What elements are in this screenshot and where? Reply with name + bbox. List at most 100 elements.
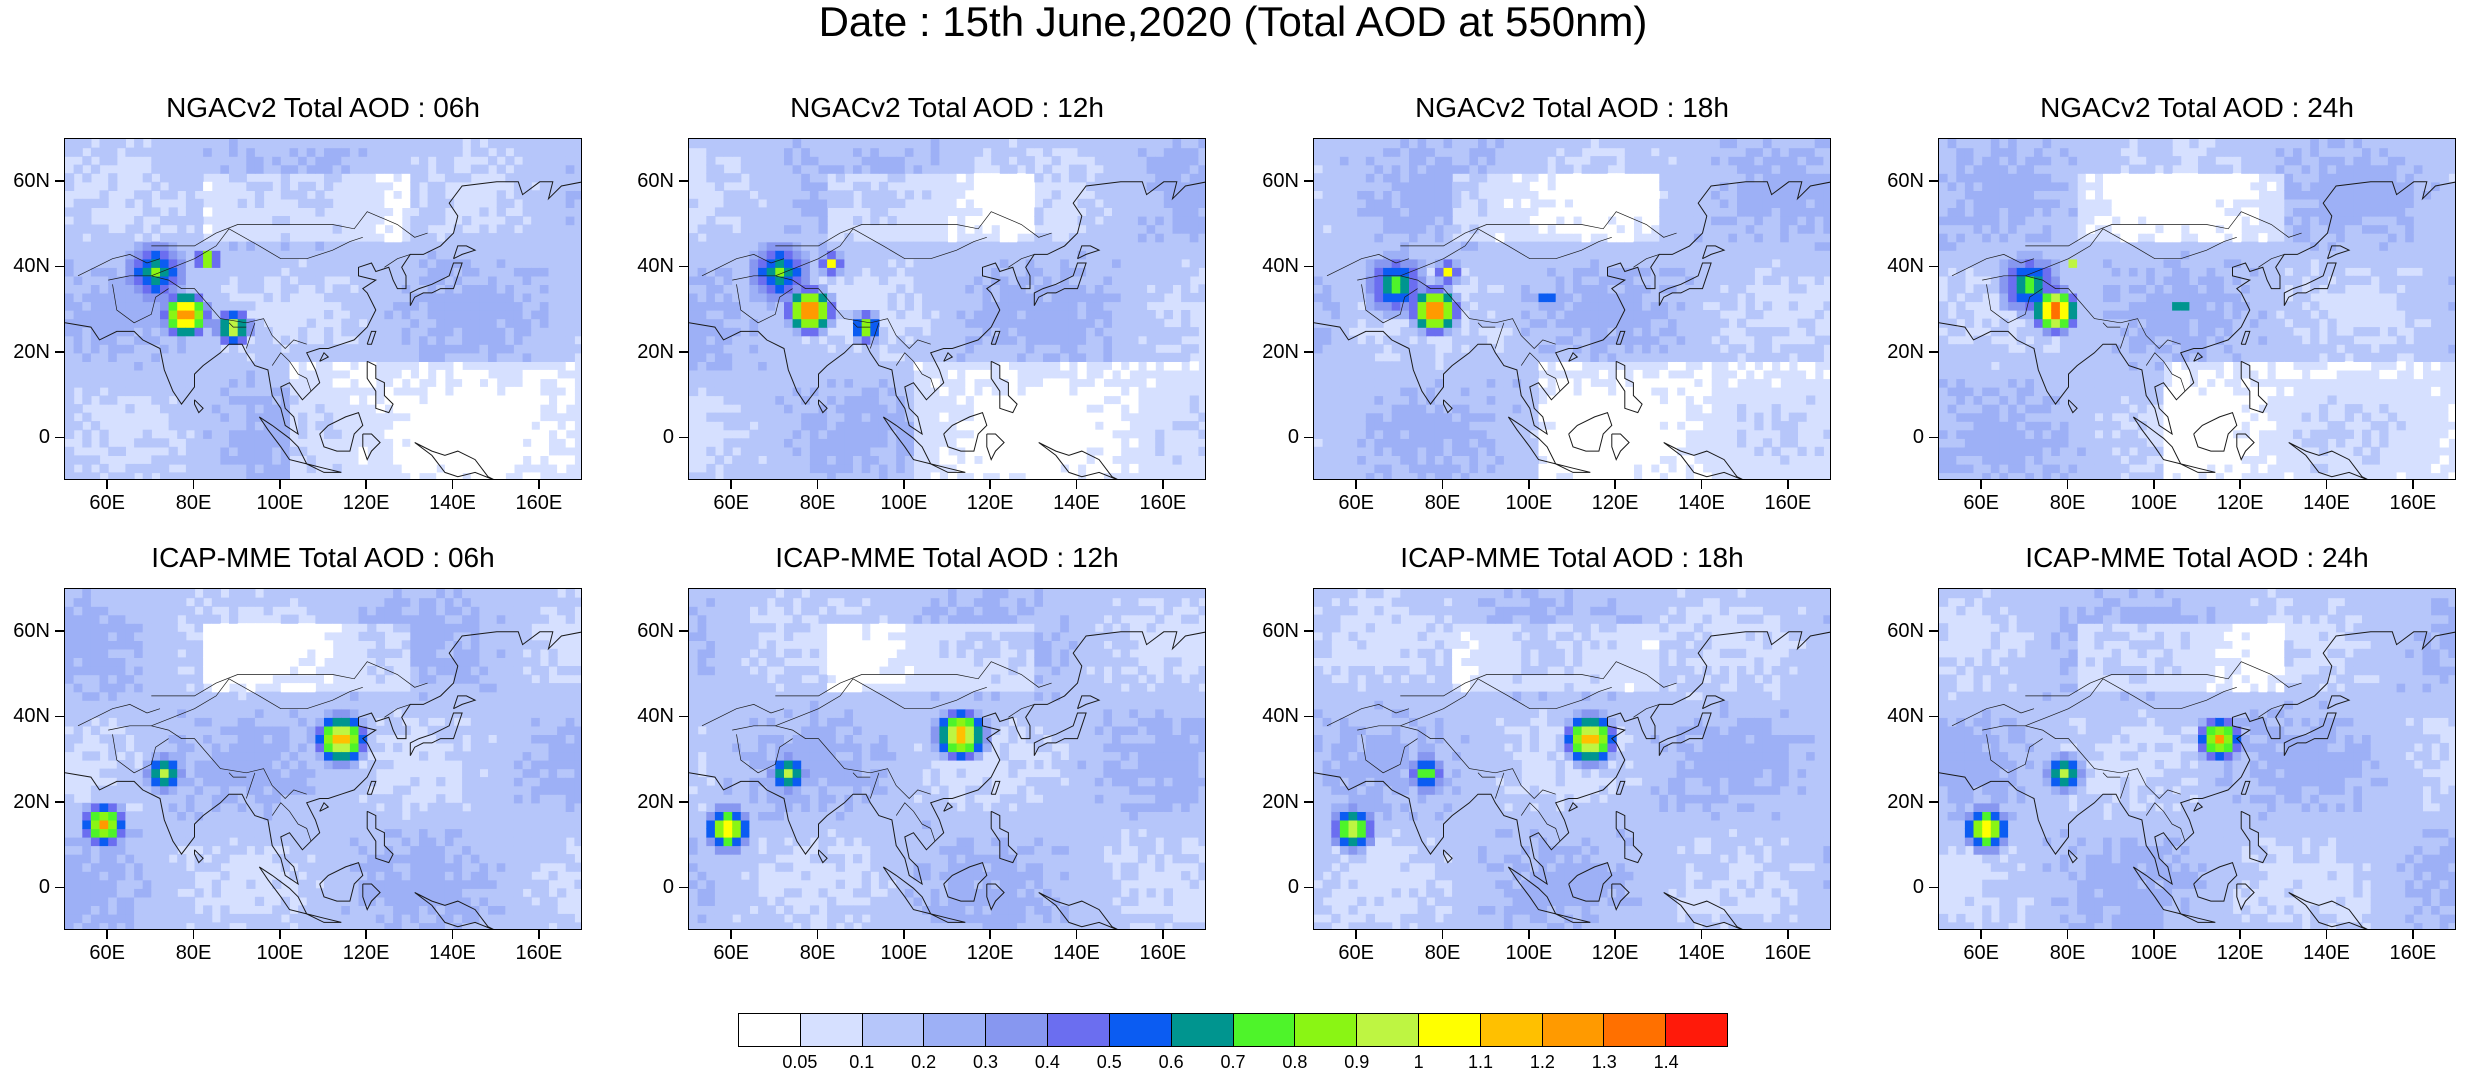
- longitude-tick: [2326, 930, 2328, 939]
- longitude-label: 160E: [1753, 942, 1823, 964]
- longitude-tick: [1614, 480, 1616, 489]
- longitude-tick: [1076, 930, 1078, 939]
- latitude-tick: [1929, 887, 1938, 889]
- longitude-label: 100E: [245, 492, 315, 514]
- map-panel: [64, 138, 582, 480]
- aod-map: [65, 139, 582, 480]
- longitude-tick: [903, 930, 905, 939]
- colorbar-swatch: [986, 1014, 1048, 1046]
- latitude-tick: [679, 437, 688, 439]
- longitude-tick: [538, 930, 540, 939]
- latitude-label: 0: [0, 426, 50, 448]
- latitude-tick: [1929, 351, 1938, 353]
- longitude-label: 120E: [955, 942, 1025, 964]
- longitude-tick: [989, 930, 991, 939]
- longitude-label: 100E: [245, 942, 315, 964]
- latitude-tick: [1929, 180, 1938, 182]
- colorbar-swatch: [1543, 1014, 1605, 1046]
- longitude-label: 80E: [1408, 942, 1478, 964]
- longitude-label: 160E: [504, 942, 574, 964]
- longitude-tick: [1442, 480, 1444, 489]
- longitude-label: 80E: [2033, 492, 2103, 514]
- latitude-label: 20N: [0, 341, 50, 363]
- colorbar-label: 0.2: [894, 1052, 954, 1073]
- longitude-label: 60E: [1321, 492, 1391, 514]
- panel-title: ICAP-MME Total AOD : 24h: [1937, 543, 2457, 573]
- colorbar-swatch: [863, 1014, 925, 1046]
- latitude-tick: [55, 180, 64, 182]
- colorbar-swatch: [1481, 1014, 1543, 1046]
- longitude-label: 160E: [1753, 492, 1823, 514]
- colorbar-label: 0.5: [1079, 1052, 1139, 1073]
- longitude-label: 80E: [159, 492, 229, 514]
- longitude-label: 100E: [1494, 492, 1564, 514]
- latitude-label: 20N: [1864, 791, 1924, 813]
- longitude-tick: [1162, 480, 1164, 489]
- longitude-label: 100E: [2119, 492, 2189, 514]
- latitude-label: 20N: [0, 791, 50, 813]
- latitude-label: 0: [614, 426, 674, 448]
- longitude-label: 160E: [1128, 942, 1198, 964]
- longitude-tick: [1162, 930, 1164, 939]
- latitude-tick: [1929, 801, 1938, 803]
- colorbar-swatch: [1419, 1014, 1481, 1046]
- longitude-label: 100E: [1494, 942, 1564, 964]
- longitude-tick: [903, 480, 905, 489]
- colorbar-swatch: [1172, 1014, 1234, 1046]
- latitude-label: 40N: [614, 255, 674, 277]
- longitude-label: 60E: [72, 492, 142, 514]
- longitude-label: 120E: [331, 492, 401, 514]
- latitude-label: 40N: [1864, 705, 1924, 727]
- aod-map: [1939, 589, 2456, 930]
- latitude-label: 20N: [614, 791, 674, 813]
- colorbar-label: 0.6: [1141, 1052, 1201, 1073]
- longitude-tick: [2153, 930, 2155, 939]
- longitude-label: 80E: [783, 492, 853, 514]
- colorbar-swatch: [801, 1014, 863, 1046]
- colorbar-swatch: [1110, 1014, 1172, 1046]
- longitude-label: 60E: [1321, 942, 1391, 964]
- latitude-label: 40N: [1864, 255, 1924, 277]
- latitude-label: 40N: [1239, 255, 1299, 277]
- longitude-label: 140E: [1042, 942, 1112, 964]
- longitude-label: 120E: [2205, 492, 2275, 514]
- latitude-tick: [679, 180, 688, 182]
- latitude-tick: [679, 630, 688, 632]
- longitude-tick: [2067, 480, 2069, 489]
- map-panel: [688, 138, 1206, 480]
- latitude-label: 0: [1239, 876, 1299, 898]
- latitude-tick: [1304, 437, 1313, 439]
- latitude-label: 0: [1864, 876, 1924, 898]
- longitude-label: 160E: [2378, 942, 2448, 964]
- longitude-label: 60E: [1946, 942, 2016, 964]
- longitude-tick: [1355, 930, 1357, 939]
- panel-title: NGACv2 Total AOD : 12h: [687, 93, 1207, 123]
- longitude-tick: [730, 480, 732, 489]
- aod-map: [65, 589, 582, 930]
- aod-map: [1314, 589, 1831, 930]
- latitude-tick: [1304, 630, 1313, 632]
- longitude-label: 140E: [1667, 492, 1737, 514]
- longitude-tick: [1787, 930, 1789, 939]
- longitude-tick: [2326, 480, 2328, 489]
- longitude-label: 140E: [418, 492, 488, 514]
- latitude-label: 60N: [1239, 620, 1299, 642]
- longitude-label: 60E: [696, 492, 766, 514]
- longitude-label: 80E: [783, 942, 853, 964]
- aod-map: [689, 589, 1206, 930]
- colorbar-label: 0.05: [770, 1052, 830, 1073]
- latitude-label: 40N: [0, 255, 50, 277]
- longitude-label: 160E: [504, 492, 574, 514]
- longitude-tick: [279, 480, 281, 489]
- longitude-tick: [2412, 480, 2414, 489]
- longitude-label: 100E: [869, 942, 939, 964]
- colorbar-swatch: [1604, 1014, 1666, 1046]
- longitude-label: 120E: [1580, 492, 1650, 514]
- latitude-tick: [1304, 180, 1313, 182]
- latitude-tick: [1929, 630, 1938, 632]
- latitude-tick: [679, 351, 688, 353]
- map-panel: [1938, 138, 2456, 480]
- panel-title: ICAP-MME Total AOD : 12h: [687, 543, 1207, 573]
- longitude-label: 100E: [2119, 942, 2189, 964]
- longitude-tick: [1614, 930, 1616, 939]
